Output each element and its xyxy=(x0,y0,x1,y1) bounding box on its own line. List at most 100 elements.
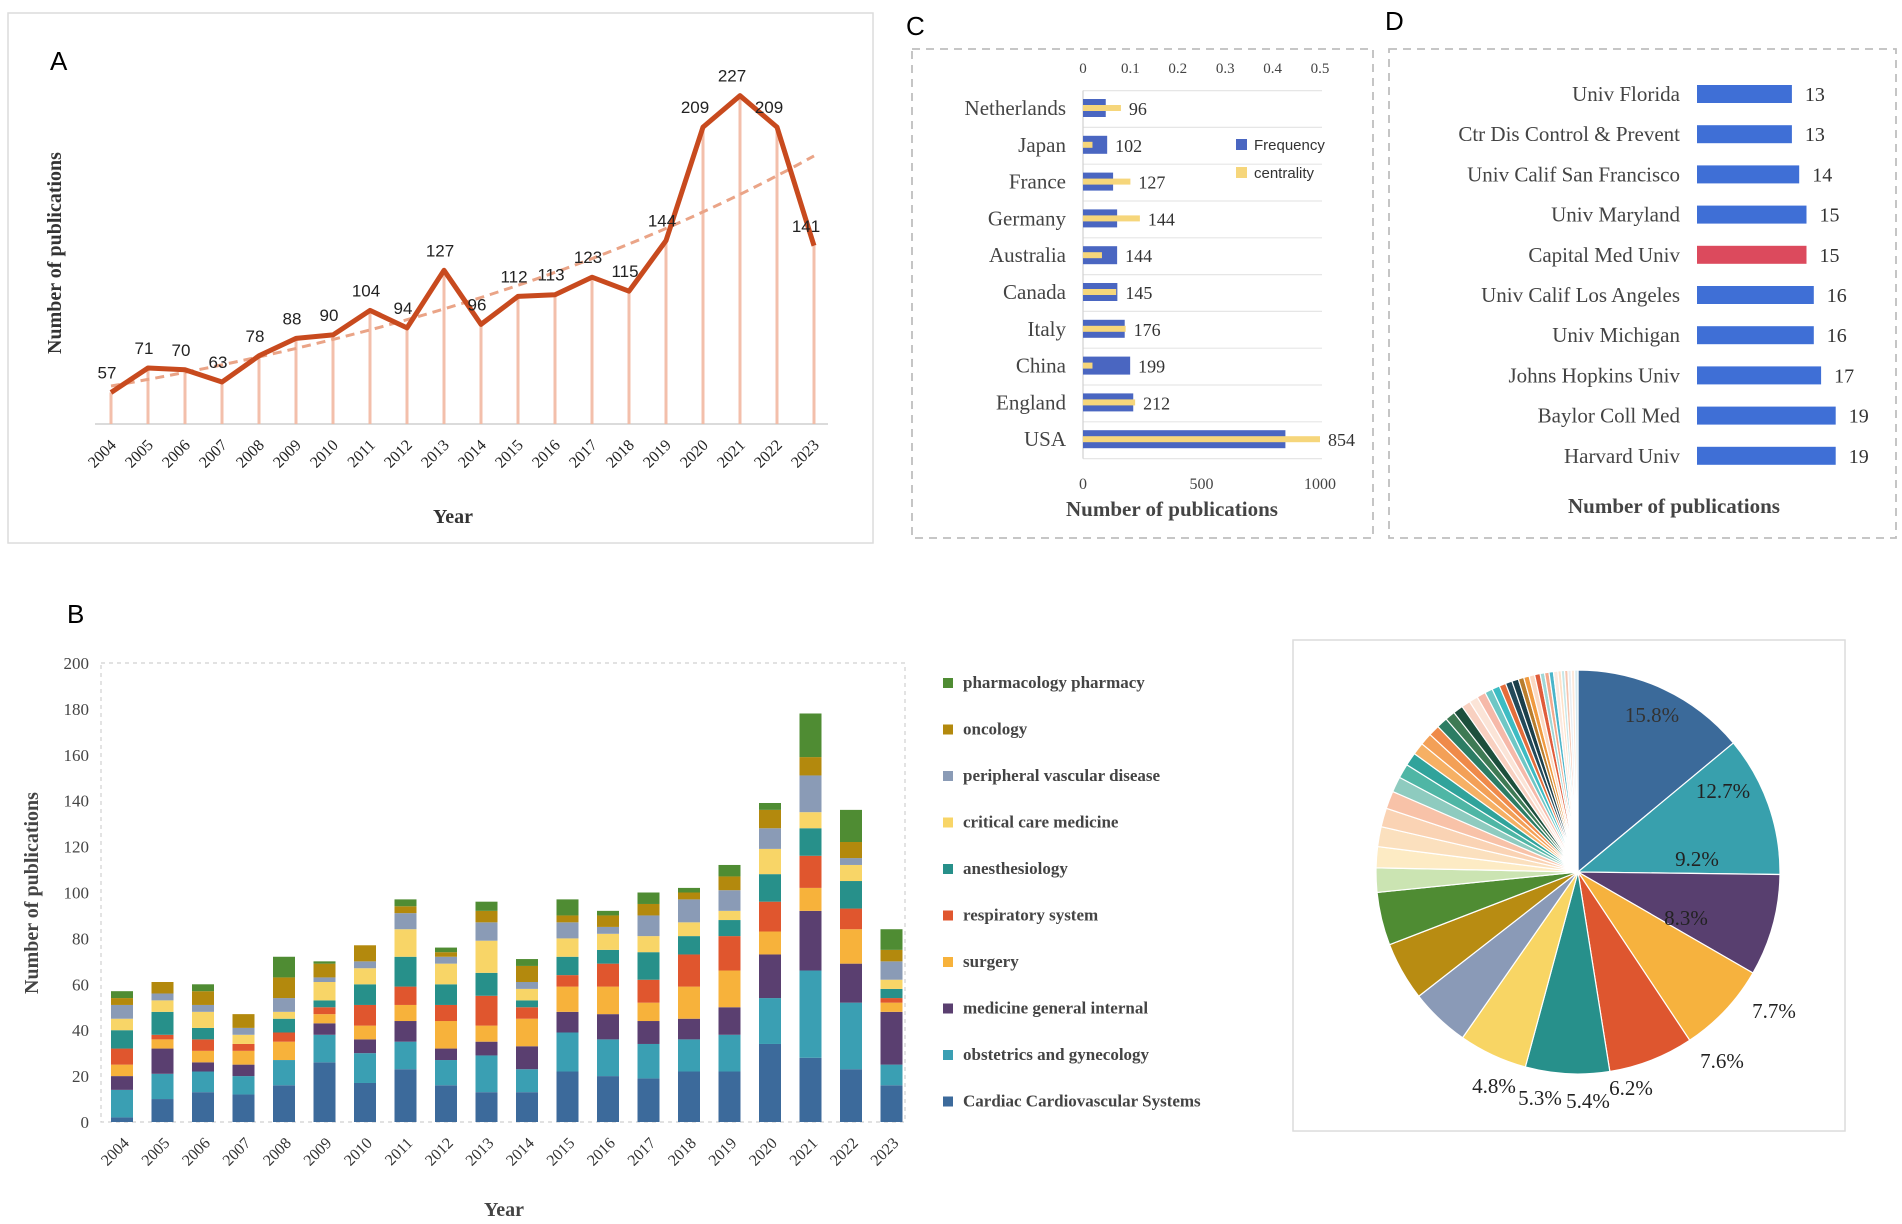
panel-a-data-label: 141 xyxy=(792,217,820,236)
panel-b-legend-swatch xyxy=(943,771,953,781)
panel-b-legend-label: anesthesiology xyxy=(963,859,1068,878)
panel-d-value-label: 19 xyxy=(1849,446,1869,468)
panel-b-bar-segment xyxy=(151,1048,174,1074)
panel-d-bar xyxy=(1697,165,1800,184)
panel-d-bar xyxy=(1697,85,1792,103)
panel-b-plot-frame xyxy=(100,662,906,1123)
panel-b-bar-segment xyxy=(475,922,498,941)
panel-b-bar-segment xyxy=(840,1002,862,1070)
panel-c-value-label: 127 xyxy=(1138,173,1165,193)
panel-b-bar-segment xyxy=(556,1011,579,1033)
panel-b-bar-segment xyxy=(516,1046,538,1070)
panel-b-bar-segment xyxy=(151,1099,174,1122)
panel-b-y-tick-label: 20 xyxy=(72,1067,89,1086)
panel-b-y-tick-label: 140 xyxy=(64,792,90,811)
panel-b-bar-segment xyxy=(556,938,579,957)
panel-c-bottom-tick-label: 0 xyxy=(1079,476,1087,493)
panel-b-bar-segment xyxy=(678,954,700,987)
panel-b-legend-label: surgery xyxy=(963,952,1019,971)
panel-b-bar-segment xyxy=(880,1011,903,1065)
panel-b-y-tick-label: 100 xyxy=(64,884,90,903)
panel-b-bar-segment xyxy=(556,956,579,976)
panel-b-bar-segment xyxy=(111,1004,133,1019)
panel-b-bar-segment xyxy=(435,1048,457,1061)
panel-b-bar-segment xyxy=(435,1085,457,1122)
panel-c-legend-swatch xyxy=(1236,167,1247,178)
panel-b-bar-segment xyxy=(111,1030,133,1049)
panel-c-bottom-tick-label: 1000 xyxy=(1304,476,1336,493)
panel-b-bar-segment xyxy=(799,855,822,888)
panel-d-category-label: Harvard Univ xyxy=(1564,444,1681,468)
panel-b-bar-segment xyxy=(151,982,174,994)
pie-slice xyxy=(1577,669,1735,874)
panel-b-bar-segment xyxy=(678,887,700,893)
panel-d-category-label: Capital Med Univ xyxy=(1528,243,1680,267)
panel-d-value-label: 16 xyxy=(1827,285,1847,307)
pie-chart: 15.8% 12.7% 9.2% 8.3% 7.7% 7.6% 6.2%5.4%5.3%4.… xyxy=(1375,669,1796,1113)
panel-b-bar-segment xyxy=(192,1062,214,1072)
panel-d-value-label: 13 xyxy=(1805,84,1825,106)
panel-c-centrality-bar xyxy=(1083,436,1320,443)
panel-b-y-tick-label: 160 xyxy=(64,746,90,765)
panel-b-bar-segment xyxy=(880,1085,903,1122)
panel-b-x-tick-label: 2019 xyxy=(706,1135,741,1170)
panel-b-bar-segment xyxy=(718,1034,741,1072)
panel-d-category-label: Univ Florida xyxy=(1572,82,1681,106)
panel-b-bar-segment xyxy=(394,906,417,914)
panel-d-frame xyxy=(1388,48,1897,539)
panel-b-bar-segment xyxy=(718,864,741,877)
panel-b-legend-swatch xyxy=(943,864,953,874)
panel-a-frame xyxy=(7,12,874,544)
panel-b-y-tick-label: 120 xyxy=(64,838,90,857)
panel-b-bar-segment xyxy=(637,979,660,1003)
panel-b-legend-swatch xyxy=(943,957,953,967)
panel-b-bar-segment xyxy=(759,848,781,875)
panel-c-value-label: 102 xyxy=(1115,136,1142,156)
panel-d-category-label: Ctr Dis Control & Prevent xyxy=(1458,122,1680,146)
panel-b-legend: pharmacology pharmacy oncology peripheral … xyxy=(943,673,1201,1111)
panel-a-x-tick-label: 2010 xyxy=(307,437,342,472)
panel-a-x-tick-label: 2008 xyxy=(233,437,268,472)
panel-b-bar-segment xyxy=(232,1014,255,1028)
panel-c-legend-label: Frequency xyxy=(1254,137,1325,154)
panel-b-bar-segment xyxy=(759,828,781,849)
panel-c-category-label: England xyxy=(996,390,1066,414)
panel-b-bar-segment xyxy=(192,1039,214,1051)
panel-b-bar-segment xyxy=(475,1092,498,1122)
panel-b-bar-segment xyxy=(718,970,741,1008)
panel-a-x-tick-label: 2017 xyxy=(566,437,601,472)
panel-b-bar-segment xyxy=(354,961,376,969)
panel-a-data-label: 94 xyxy=(394,299,413,318)
panel-b-bar-segment xyxy=(313,1062,336,1122)
panel-a-x-tick-label: 2016 xyxy=(529,437,564,472)
panel-b-bar-segment xyxy=(556,975,579,987)
panel-b-bar-segment xyxy=(678,1039,700,1072)
panel-b-y-tick-label: 60 xyxy=(72,975,89,994)
panel-b-bar-segment xyxy=(840,858,862,865)
panel-b-bar-segment xyxy=(111,1089,133,1118)
panel-b-bar-segment xyxy=(556,899,579,916)
panel-a-x-tick-label: 2013 xyxy=(418,437,453,472)
panel-d-bar xyxy=(1697,406,1836,425)
panel-a-data-label: 115 xyxy=(611,262,638,281)
panel-b-x-tick-label: 2006 xyxy=(179,1135,214,1170)
panel-b-bar-segment xyxy=(394,1021,417,1042)
panel-b-bar-segment xyxy=(516,1092,538,1122)
pie-slice-label: 7.6% xyxy=(1700,1049,1744,1073)
panel-b-bar-segment xyxy=(840,864,862,882)
panel-b-bar-segment xyxy=(475,1055,498,1093)
panel-b-bar-segment xyxy=(556,986,579,1012)
panel-b-bar-segment xyxy=(799,970,822,1058)
panel-b-x-tick-label: 2009 xyxy=(301,1135,336,1170)
panel-a-x-tick-label: 2009 xyxy=(270,437,305,472)
panel-a-x-tick-label: 2005 xyxy=(122,437,157,472)
panel-c-centrality-bar xyxy=(1083,141,1093,148)
panel-b-bar-segment xyxy=(880,1002,903,1012)
panel-b-bar-segment xyxy=(111,1064,133,1077)
panel-b-legend-label: respiratory system xyxy=(963,906,1098,925)
panel-b-bar-segment xyxy=(799,1057,822,1122)
panel-d-value-label: 17 xyxy=(1834,365,1854,387)
panel-b-bar-segment xyxy=(597,1039,619,1077)
panel-b-bar-segment xyxy=(313,1023,336,1035)
